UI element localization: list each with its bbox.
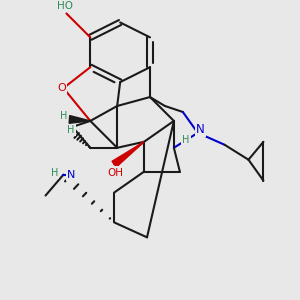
Text: O: O (57, 83, 66, 93)
Text: N: N (67, 169, 75, 180)
Text: N: N (196, 123, 205, 136)
Polygon shape (69, 116, 90, 123)
Text: H: H (60, 111, 67, 122)
Text: HO: HO (57, 1, 73, 11)
Text: H: H (182, 135, 190, 145)
Polygon shape (112, 142, 144, 167)
Text: OH: OH (108, 168, 124, 178)
Text: H: H (67, 125, 75, 135)
Text: H: H (51, 168, 58, 178)
